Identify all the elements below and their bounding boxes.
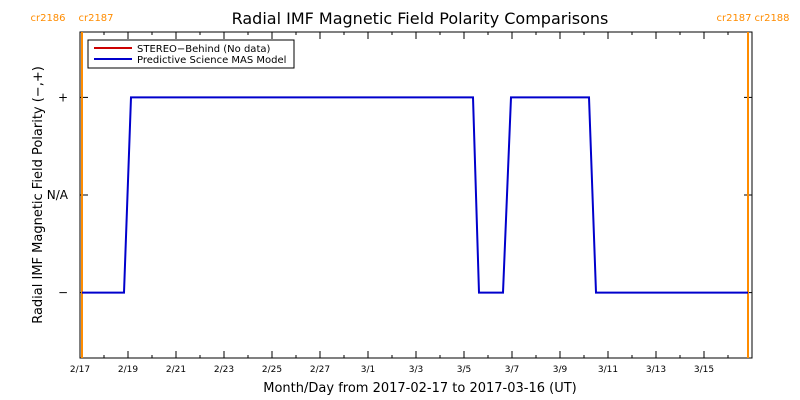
- y-tick-label: +: [58, 90, 68, 104]
- x-tick-label: 3/11: [598, 365, 618, 375]
- rotation-label: cr2187: [78, 13, 113, 24]
- y-tick-label: N/A: [47, 188, 69, 202]
- chart-title: Radial IMF Magnetic Field Polarity Compa…: [232, 9, 609, 28]
- x-tick-label: 2/25: [262, 365, 282, 375]
- rotation-label: cr2186: [30, 13, 65, 24]
- x-tick-label: 2/27: [310, 365, 330, 375]
- x-tick-label: 2/17: [70, 365, 90, 375]
- legend-label-1: Predictive Science MAS Model: [137, 55, 286, 66]
- series-line-1: [82, 96, 748, 294]
- x-tick-label: 2/21: [166, 365, 186, 375]
- y-tick-label: −: [58, 286, 68, 300]
- x-tick-label: 3/3: [409, 365, 423, 375]
- rotation-label: cr2188: [754, 13, 789, 24]
- x-tick-label: 3/13: [646, 365, 666, 375]
- x-axis-label: Month/Day from 2017-02-17 to 2017-03-16 …: [263, 381, 576, 396]
- legend-label-0: STEREO−Behind (No data): [137, 44, 270, 55]
- y-axis-label: Radial IMF Magnetic Field Polarity (−,+): [31, 66, 46, 324]
- x-tick-label: 2/23: [214, 365, 234, 375]
- x-tick-label: 3/7: [505, 365, 519, 375]
- rotation-label: cr2187: [716, 13, 751, 24]
- x-tick-label: 3/1: [361, 365, 375, 375]
- x-tick-label: 3/5: [457, 365, 471, 375]
- x-tick-label: 2/19: [118, 365, 138, 375]
- x-tick-label: 3/9: [553, 365, 568, 375]
- plot-area: 2/17 2/19 2/21 2/23 2/25 2/27 3/1 3/3 3/5 3/7 3/9 3…: [30, 13, 789, 375]
- x-tick-label: 3/15: [694, 365, 714, 375]
- legend-box: [87, 39, 295, 69]
